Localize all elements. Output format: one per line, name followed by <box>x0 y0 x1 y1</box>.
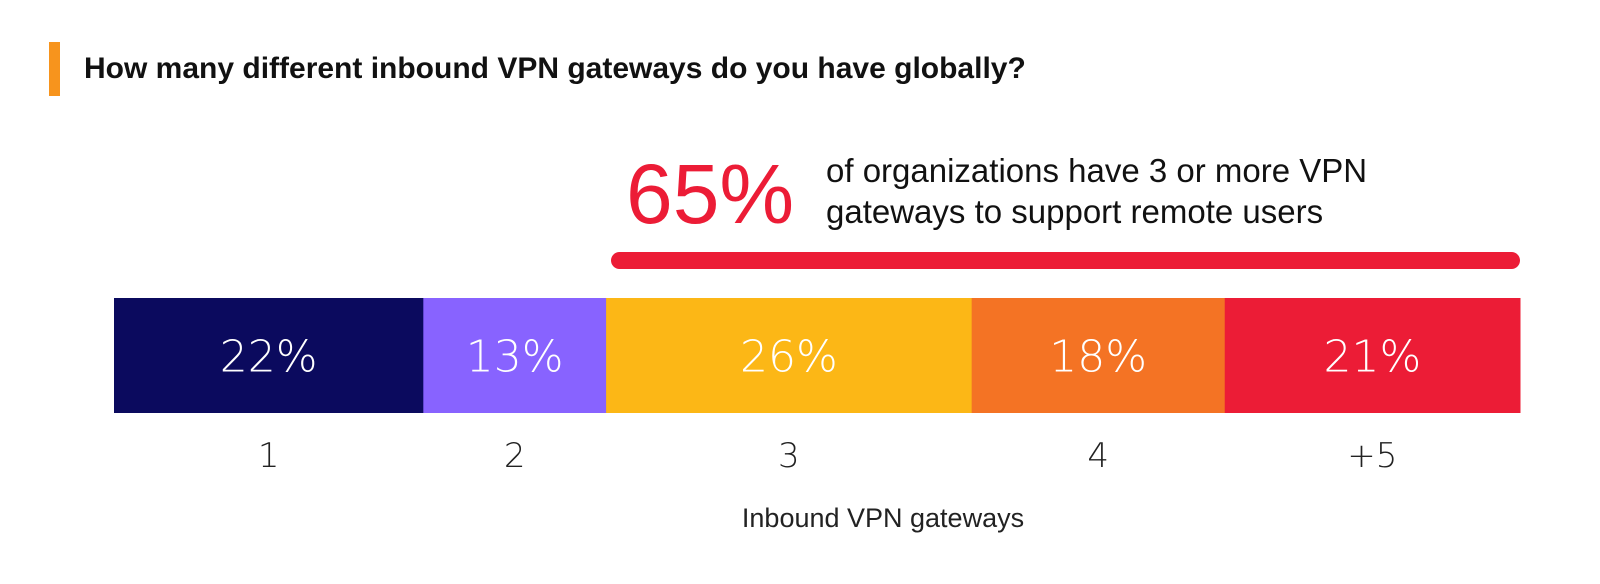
chart-title: How many different inbound VPN gateways … <box>84 52 1026 85</box>
bar-value-label-1: 22% <box>220 332 318 383</box>
title-accent-bar <box>49 42 60 96</box>
category-label-1: 1 <box>258 436 280 476</box>
bar-value-label-3: 26% <box>740 332 838 383</box>
category-label-5: +5 <box>1347 436 1397 476</box>
category-label-3: 3 <box>778 436 800 476</box>
bar-value-label-4: 18% <box>1049 332 1147 383</box>
x-axis-label: Inbound VPN gateways <box>741 503 1025 533</box>
bar-segment-1 <box>114 298 424 413</box>
bar-segment-2 <box>423 298 607 413</box>
category-label-2: 2 <box>504 436 526 476</box>
bar-segment-3 <box>606 298 973 413</box>
callout-text: of organizations have 3 or more VPN gate… <box>826 152 1368 230</box>
bar-segment-5 <box>1224 298 1521 413</box>
bar-value-label-2: 13% <box>466 332 564 383</box>
bar-value-label-5: 21% <box>1323 332 1421 383</box>
bar-segment-4 <box>971 298 1226 413</box>
callout-percentage: 65% <box>626 147 795 241</box>
category-label-4: 4 <box>1087 436 1109 476</box>
callout-bracket <box>611 252 1520 269</box>
